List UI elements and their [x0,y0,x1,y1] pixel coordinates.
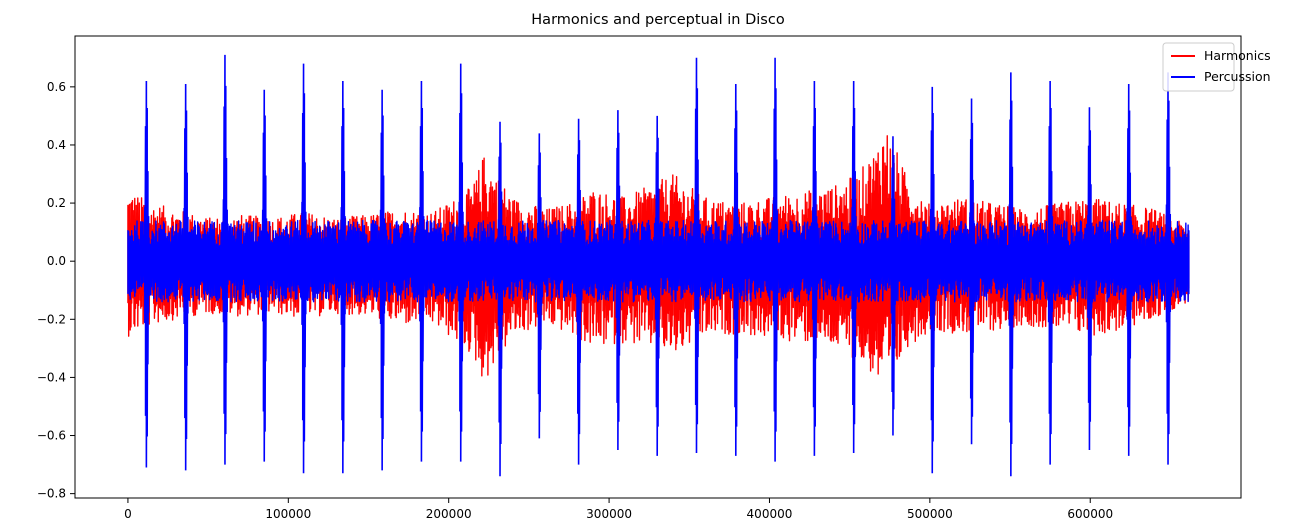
percussion-spikes [143,54,1172,477]
x-tick-label: 400000 [747,507,793,521]
percussion-spike [772,57,779,462]
x-tick-label: 600000 [1067,507,1113,521]
chart-title: Harmonics and perceptual in Disco [531,12,785,28]
y-tick-label: 0.2 [47,196,66,210]
percussion-spike [536,133,543,439]
percussion-spike [379,89,386,471]
percussion-spike [811,81,818,456]
y-tick-label: 0.0 [47,254,66,268]
y-tick-label: −0.2 [37,312,66,326]
y-axis: −0.8 −0.6 −0.4 −0.2 0.0 0.2 0.4 0.6 [37,80,75,501]
percussion-spike [418,81,425,462]
percussion-spike [497,121,504,477]
axes-frame [74,35,1242,499]
x-axis: 0 100000 200000 300000 400000 500000 600000 [124,498,1113,521]
legend-label-percussion: Percussion [1204,69,1271,84]
percussion-spike [929,86,936,474]
percussion-spike [615,110,621,451]
plot-area [127,54,1190,477]
percussion-spike [261,89,268,462]
percussion-spike [1165,72,1172,465]
y-tick-label: 0.4 [47,138,66,152]
percussion-spike [300,63,307,474]
percussion-spike [693,57,700,453]
x-tick-label: 100000 [265,507,311,521]
percussion-spike [222,54,228,465]
percussion-spike [654,115,661,456]
legend-label-harmonics: Harmonics [1204,48,1271,63]
x-tick-label: 500000 [907,507,953,521]
y-tick-label: 0.6 [47,80,66,94]
percussion-spike [575,118,582,465]
percussion-spike [1086,107,1093,451]
legend: Harmonics Percussion [1162,42,1271,92]
percussion-spike [1008,72,1014,477]
percussion-spike [850,81,857,453]
percussion-spike [340,81,346,474]
x-tick-label: 300000 [586,507,632,521]
y-tick-label: −0.4 [37,370,66,384]
x-tick-label: 0 [124,507,132,521]
percussion-spike [732,83,739,456]
percussion-spike [1047,81,1054,465]
y-tick-label: −0.8 [37,487,66,501]
percussion-spike [143,81,150,468]
y-tick-label: −0.6 [37,429,66,443]
x-tick-label: 200000 [426,507,472,521]
percussion-spike [968,98,975,445]
percussion-spike [890,136,896,436]
percussion-spike [182,83,189,471]
percussion-spike [457,63,464,462]
percussion-spike [1125,83,1132,456]
